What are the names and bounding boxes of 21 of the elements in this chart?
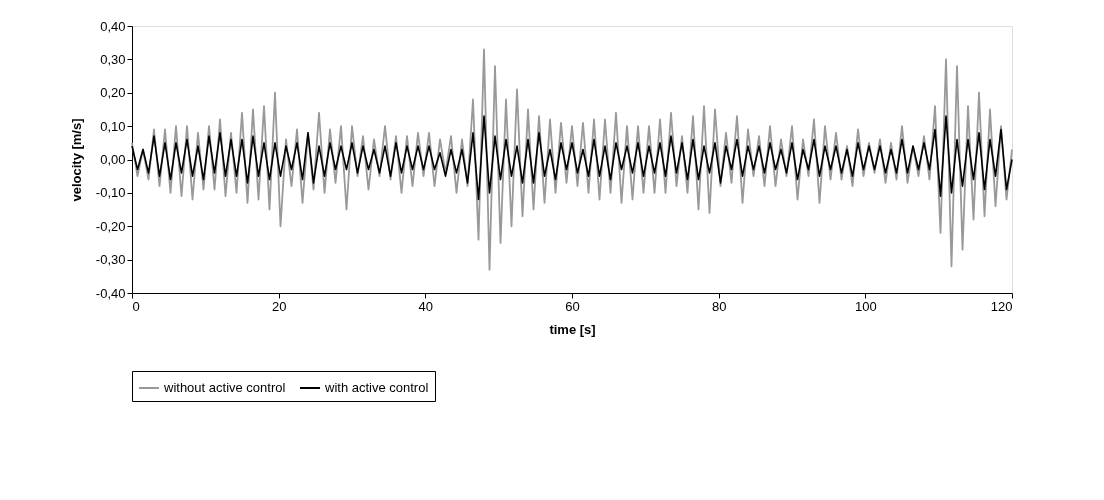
y-axis-title: velocity [m/s] xyxy=(68,118,84,202)
y-tick-label: 0,10 xyxy=(100,118,126,134)
x-tick-label: 40 xyxy=(418,298,434,314)
x-tick-label: 100 xyxy=(854,298,877,314)
y-tick-label: 0,00 xyxy=(100,152,126,167)
y-tick-label: 0,40 xyxy=(100,18,126,34)
line-series xyxy=(131,48,1013,271)
legend-label: without active control xyxy=(163,380,286,395)
x-tick-label: 60 xyxy=(565,298,580,314)
y-tick-label: 0,30 xyxy=(100,51,126,67)
y-tick-label: 0,20 xyxy=(100,85,126,101)
x-tick-label: 120 xyxy=(990,298,1013,314)
y-tick-label: -0,10 xyxy=(95,185,126,201)
x-axis-title: time [s] xyxy=(549,321,596,337)
x-tick-label: 0 xyxy=(132,298,140,314)
x-tick-label: 20 xyxy=(271,298,287,314)
y-tick-label: -0,30 xyxy=(95,252,126,268)
legend-label: with active control xyxy=(324,380,429,395)
x-tick-label: 80 xyxy=(711,298,727,314)
y-tick-label: -0,40 xyxy=(95,285,126,301)
y-tick-label: -0,20 xyxy=(95,218,126,234)
